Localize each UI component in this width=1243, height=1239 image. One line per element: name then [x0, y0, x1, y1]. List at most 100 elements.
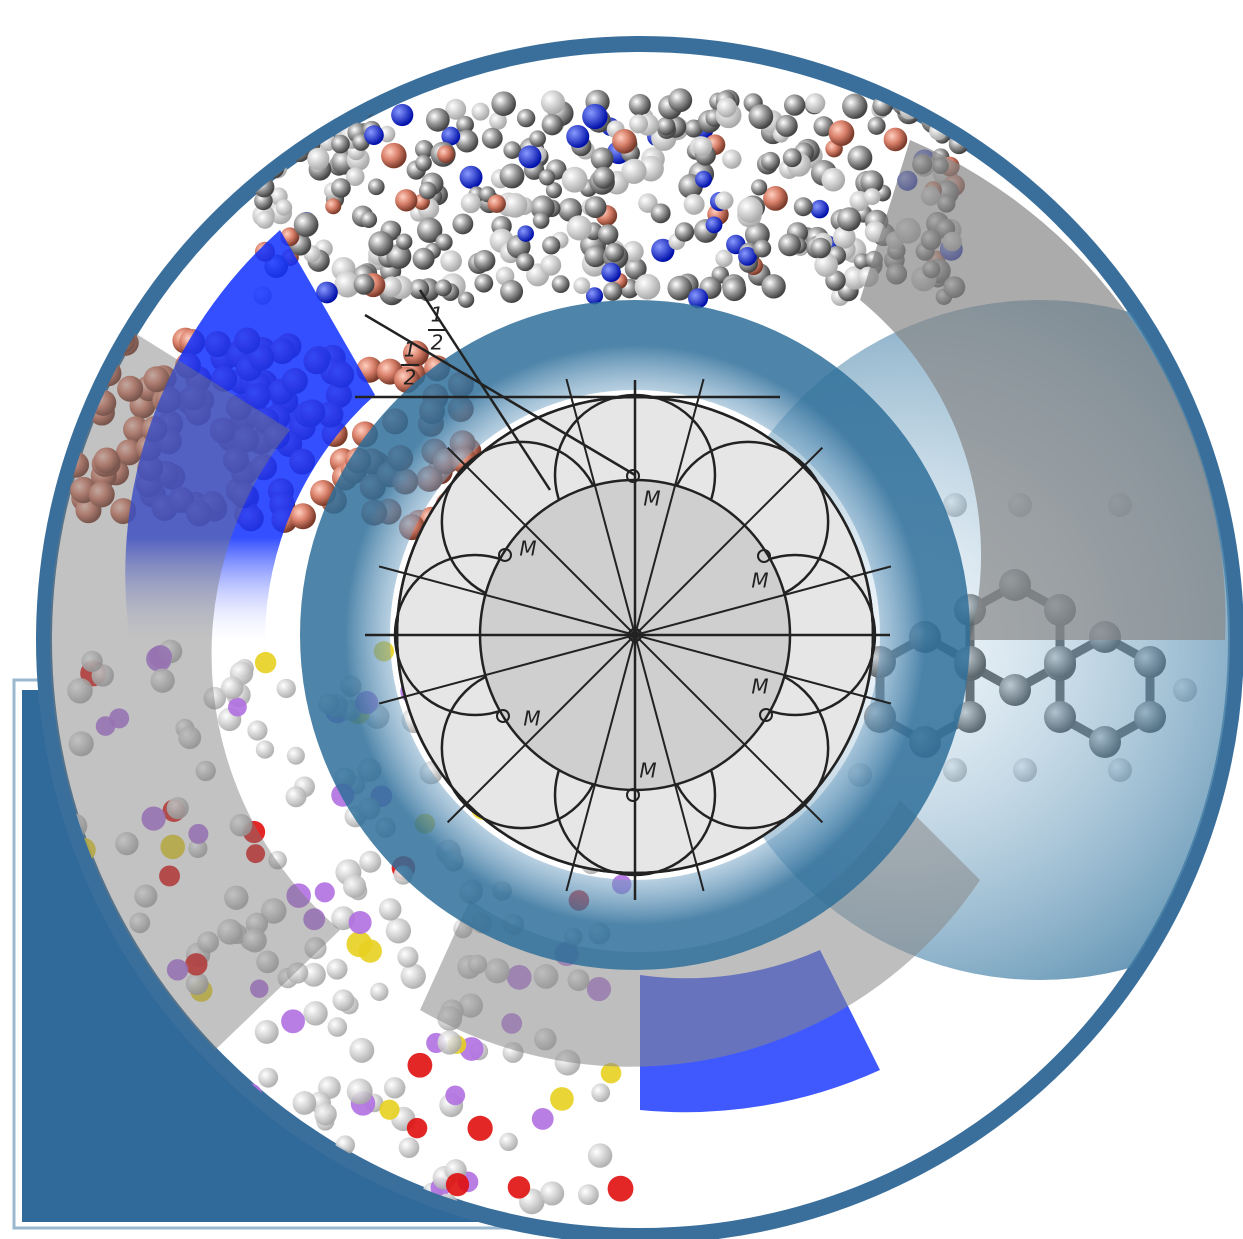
atom: [573, 277, 591, 295]
atom: [331, 134, 350, 154]
atom: [763, 185, 788, 211]
atom: [409, 278, 430, 299]
atom: [247, 720, 268, 741]
radial-line: [446, 446, 636, 636]
atom: [166, 796, 189, 820]
atom: [166, 959, 189, 981]
atom: [667, 275, 693, 301]
atom: [398, 1137, 420, 1159]
atom: [538, 169, 556, 186]
atom: [459, 165, 483, 189]
copper-atom: [289, 503, 316, 530]
atom: [491, 91, 516, 116]
atom: [242, 928, 267, 953]
atom: [542, 236, 561, 255]
atom: [129, 912, 151, 934]
angle-line: [364, 313, 636, 477]
atom: [561, 166, 588, 193]
atom: [246, 844, 266, 864]
atom: [883, 127, 908, 152]
atom: [220, 676, 244, 700]
atom: [407, 1052, 433, 1078]
atom: [224, 885, 249, 910]
atom: [276, 678, 296, 699]
atom: [370, 982, 389, 1001]
midpoint-marker: [626, 469, 640, 483]
atom: [396, 233, 413, 250]
atom: [359, 850, 382, 873]
atom: [254, 1019, 279, 1044]
atom: [590, 147, 614, 171]
atom: [286, 962, 309, 984]
blue-ring: [300, 300, 970, 970]
atom: [418, 181, 437, 200]
atom: [368, 231, 394, 257]
atom: [628, 93, 651, 116]
atom: [782, 148, 802, 168]
atom: [258, 1067, 279, 1088]
atom: [705, 216, 723, 234]
atom: [292, 1091, 317, 1115]
atom: [656, 116, 676, 136]
radial-line: [378, 634, 636, 705]
atom: [621, 158, 647, 184]
atom: [425, 107, 450, 132]
atom: [582, 103, 608, 130]
atom: [793, 197, 813, 217]
atom: [751, 179, 768, 196]
atom: [332, 989, 355, 1012]
atom: [203, 686, 227, 710]
copper-atom: [93, 447, 120, 474]
angle-line: [418, 289, 552, 491]
gray-sector: [860, 140, 1226, 640]
radial-line: [634, 378, 705, 636]
midpoint-marker: [757, 549, 771, 563]
atom: [349, 1037, 375, 1063]
atom: [256, 950, 279, 974]
atom: [367, 178, 385, 196]
fraction-denominator: 2: [431, 331, 444, 355]
atom: [195, 760, 216, 782]
atom: [134, 884, 158, 908]
atom: [860, 170, 884, 194]
atom: [445, 98, 467, 120]
atom: [600, 1062, 622, 1084]
atom: [668, 88, 693, 113]
atom: [326, 958, 348, 980]
atom: [503, 141, 522, 159]
atom: [217, 918, 243, 945]
atom: [460, 193, 481, 214]
atom: [185, 972, 209, 995]
atom: [378, 898, 402, 921]
atom: [331, 178, 351, 198]
atom: [400, 963, 426, 989]
atom: [540, 90, 566, 115]
atom: [692, 136, 713, 157]
atom: [585, 287, 604, 305]
atom: [499, 1132, 518, 1152]
atom: [303, 908, 326, 931]
atom: [471, 102, 490, 121]
atom: [260, 898, 287, 924]
atom: [715, 249, 733, 268]
atom: [416, 217, 443, 243]
atom: [307, 147, 330, 171]
atom: [540, 1181, 565, 1206]
atom: [716, 97, 737, 118]
atom: [837, 207, 862, 232]
midpoint-label: M: [643, 487, 660, 511]
fraction-numerator: 1: [404, 338, 417, 362]
radial-line: [378, 565, 636, 636]
midpoint-marker: [498, 548, 512, 562]
atom: [814, 253, 839, 277]
atom: [304, 937, 327, 960]
atom: [651, 238, 675, 262]
atom: [412, 247, 435, 270]
atom: [245, 912, 269, 935]
atom: [455, 129, 479, 153]
atom: [327, 1017, 348, 1037]
copper-atom: [123, 416, 150, 443]
atom: [303, 1001, 328, 1026]
atom: [474, 273, 494, 293]
atom: [67, 677, 93, 704]
